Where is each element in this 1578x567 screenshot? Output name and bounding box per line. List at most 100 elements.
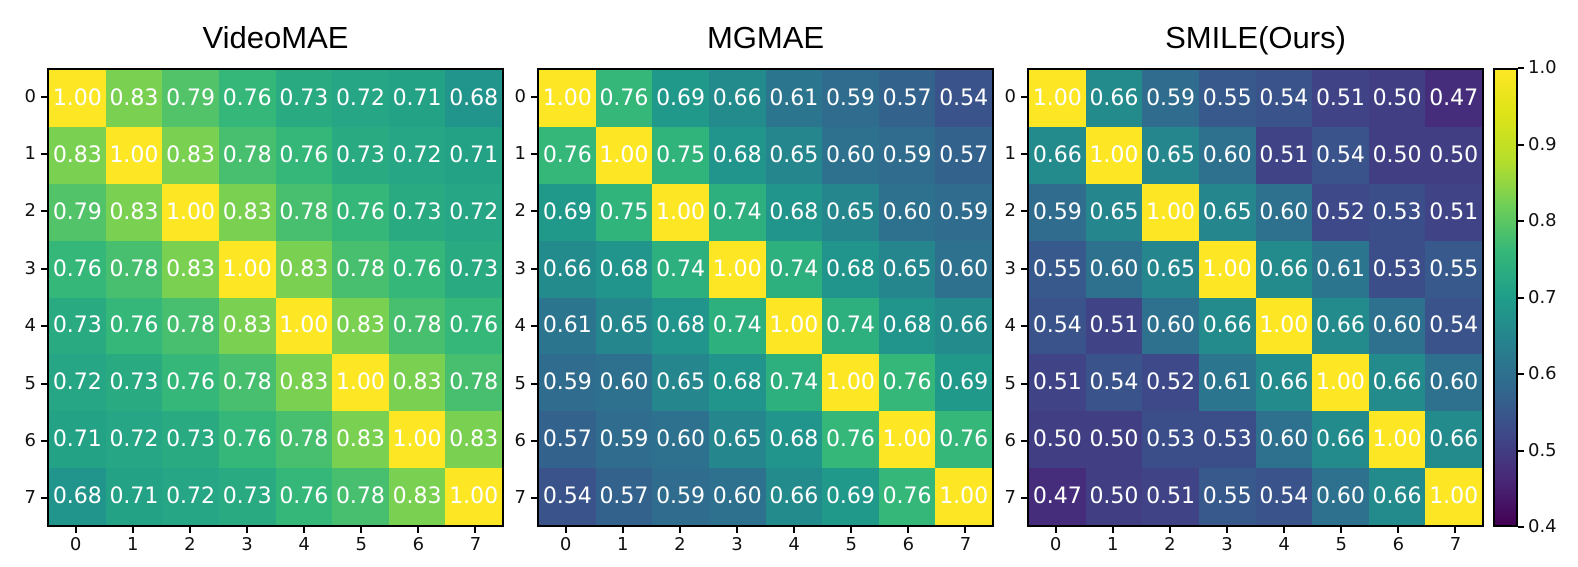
- heatmap-cell: 0.72: [445, 183, 502, 241]
- y-tick-mark: [1021, 95, 1027, 98]
- x-tick-label: 5: [355, 534, 367, 555]
- y-tick-label: 4: [1004, 315, 1016, 337]
- colorbar-tick-mark: [1518, 373, 1524, 375]
- x-tick-mark: [1340, 527, 1343, 533]
- colorbar-tick-label: 0.8: [1528, 210, 1557, 231]
- heatmap-cell: 0.78: [218, 354, 276, 412]
- heatmap-cell: 0.59: [1142, 70, 1199, 127]
- heatmap-cell: 0.57: [595, 468, 653, 525]
- colorbar-tick-mark: [1518, 143, 1524, 146]
- heatmap-cell: 0.54: [1425, 297, 1482, 355]
- colorbar-tick-label: 0.5: [1528, 439, 1557, 461]
- x-tick-mark: [1111, 527, 1114, 533]
- x-tick-mark: [678, 527, 681, 533]
- heatmap-cell: 0.60: [1255, 411, 1313, 469]
- heatmap-cell: 1.00: [275, 297, 333, 355]
- y-tick-label: 2: [1004, 200, 1016, 222]
- heatmap-cell: 0.66: [1255, 240, 1313, 298]
- heatmap-cell: 0.74: [652, 240, 709, 298]
- heatmap-cell: 0.76: [822, 411, 879, 469]
- heatmap-cell: 0.76: [595, 70, 653, 127]
- y-tick-mark: [41, 382, 47, 385]
- heatmap-cell: 0.52: [1312, 183, 1369, 241]
- heatmap-cell: 0.83: [275, 354, 333, 412]
- x-tick-mark: [564, 527, 567, 533]
- y-tick-label: 3: [514, 257, 526, 279]
- heatmap-cell: 1.00: [1368, 411, 1426, 469]
- heatmap-cell: 0.66: [765, 468, 823, 525]
- x-tick-mark: [303, 527, 306, 533]
- colorbar-tick-mark: [1518, 449, 1524, 452]
- heatmap-cell: 0.69: [822, 468, 879, 525]
- heatmap-cell: 0.53: [1368, 240, 1426, 298]
- heatmap-cell: 0.66: [1085, 70, 1143, 127]
- colorbar: 1.0 0.9 0.8 0.7 0.6 0.5 0.4: [1493, 59, 1557, 536]
- heatmap-cell: 1.00: [595, 126, 653, 184]
- heatmap-cell: 0.50: [1368, 126, 1426, 184]
- heatmap-title-smile: SMILE(Ours): [1165, 20, 1346, 55]
- x-tick-label: 5: [1335, 534, 1347, 555]
- x-tick-label: 6: [412, 534, 425, 555]
- heatmap-cell: 0.60: [1198, 126, 1256, 184]
- heatmap-panel-videomae: VideoMAE 1.00 0.83 0.79 0.76 0.73 0.72 0.71 0.6…: [25, 20, 504, 554]
- y-tick-label: 0: [24, 85, 36, 107]
- heatmap-cell: 1.00: [332, 354, 389, 412]
- heatmap-cell: 0.73: [105, 354, 163, 412]
- heatmap-cell: 0.66: [935, 297, 992, 355]
- y-tick-label: 7: [24, 487, 36, 509]
- x-tick-label: 1: [1106, 534, 1119, 555]
- x-tick-mark: [360, 527, 363, 533]
- heatmap-cell: 0.51: [1312, 70, 1369, 127]
- heatmap-cell: 0.57: [539, 411, 596, 469]
- heatmap-cell: 1.00: [1425, 468, 1482, 525]
- x-tick-label: 7: [1449, 534, 1462, 555]
- x-tick-label: 3: [1221, 534, 1233, 555]
- heatmap-cell: 0.55: [1425, 240, 1482, 298]
- heatmap-cell: 0.66: [708, 70, 766, 127]
- heatmap-cell: 0.83: [218, 297, 276, 355]
- y-tick-label: 5: [24, 372, 36, 394]
- heatmap-cell: 0.53: [1368, 183, 1426, 241]
- x-tick-label: 6: [902, 534, 915, 555]
- heatmap-cell: 0.74: [765, 354, 823, 412]
- x-tick-mark: [735, 527, 738, 533]
- y-tick-label: 6: [24, 429, 36, 451]
- heatmap-cell: 0.65: [708, 411, 766, 469]
- heatmap-cell: 0.68: [708, 354, 766, 412]
- heatmap-cell: 0.61: [1312, 240, 1369, 298]
- y-tick-mark: [41, 439, 47, 442]
- y-tick-mark: [531, 497, 537, 500]
- heatmap-cell: 0.59: [652, 468, 709, 525]
- heatmap-cell: 0.51: [1142, 468, 1199, 525]
- x-tick-label: 7: [959, 534, 972, 555]
- heatmap-cell: 0.72: [49, 354, 106, 412]
- heatmap-cell: 0.78: [275, 411, 333, 469]
- x-tick-mark: [1168, 527, 1171, 533]
- heatmap-cell: 0.78: [162, 297, 219, 355]
- heatmap-cell: 0.52: [1142, 354, 1199, 412]
- colorbar-tick-mark: [1518, 296, 1524, 299]
- x-tick-mark: [964, 527, 967, 533]
- y-tick-mark: [1021, 382, 1027, 385]
- y-tick-mark: [1021, 153, 1027, 156]
- heatmap-cell: 0.76: [218, 411, 276, 469]
- heatmap-cell: 0.59: [878, 126, 936, 184]
- x-tick-label: 3: [731, 534, 743, 555]
- heatmap-cell: 0.47: [1029, 468, 1086, 525]
- y-tick-mark: [531, 153, 537, 156]
- heatmap-cell: 0.59: [935, 183, 992, 241]
- y-tick-mark: [531, 210, 537, 213]
- x-tick-mark: [1054, 527, 1057, 533]
- y-tick-mark: [41, 210, 47, 213]
- heatmap-cell: 0.74: [765, 240, 823, 298]
- heatmap-cell: 0.59: [822, 70, 879, 127]
- heatmap-cell: 1.00: [49, 70, 106, 127]
- y-tick-label: 2: [24, 200, 36, 222]
- heatmap-cell: 0.66: [1198, 297, 1256, 355]
- x-tick-label: 0: [559, 534, 572, 555]
- heatmap-cell: 0.55: [1198, 468, 1256, 525]
- heatmap-cell: 0.72: [332, 70, 389, 127]
- y-tick-label: 3: [1004, 257, 1016, 279]
- heatmap-cell: 0.61: [1198, 354, 1256, 412]
